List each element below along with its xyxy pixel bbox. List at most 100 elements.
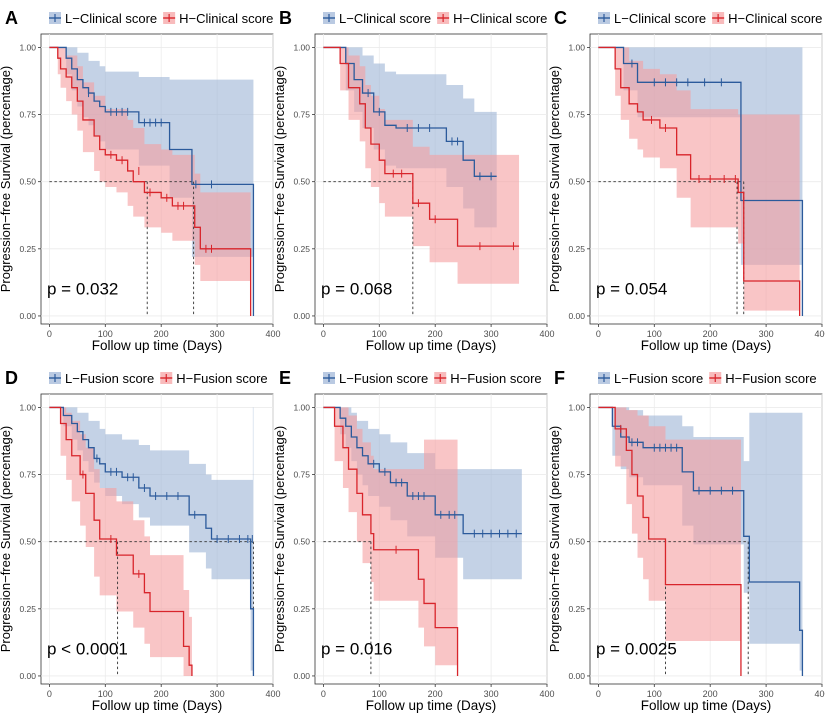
x-tick-label: 400 xyxy=(539,329,554,339)
plot-area xyxy=(323,406,522,676)
legend-label: L−Clinical score xyxy=(65,11,157,26)
p-value-label: p = 0.032 xyxy=(47,279,118,298)
y-tick-label: 0.75 xyxy=(293,110,310,120)
legend-label: H−Clinical score xyxy=(179,11,273,26)
legend-item-low: L−Clinical score xyxy=(49,11,157,26)
panel-letter: E xyxy=(279,368,291,388)
panel-letter: A xyxy=(5,8,18,28)
ci-band-high xyxy=(323,47,520,284)
x-axis-title: Follow up time (Days) xyxy=(641,698,772,713)
survival-curve-low xyxy=(323,46,497,177)
y-axis-title: Progression−free Survival (percentage) xyxy=(0,66,13,293)
x-tick-label: 400 xyxy=(539,689,554,699)
legend: L−Fusion score H−Fusion score xyxy=(598,371,817,386)
x-tick-label: 300 xyxy=(210,329,225,339)
legend-item-high: H−Clinical score xyxy=(712,11,822,26)
y-axis-title: Progression−free Survival (percentage) xyxy=(0,426,13,653)
x-tick-label: 0 xyxy=(47,689,52,699)
x-tick-label: 100 xyxy=(647,329,662,339)
y-tick-label: 0.75 xyxy=(19,110,36,120)
km-panel-b: 0 100 200 300 400 0.00 0.25 0.50 0.75 1.00 Follow … xyxy=(272,8,555,353)
p-value-label: p = 0.068 xyxy=(321,279,392,298)
y-tick-label: 1.00 xyxy=(568,402,585,412)
y-tick-label: 1.00 xyxy=(568,42,585,52)
panel-letter: B xyxy=(279,8,292,28)
x-tick-label: 200 xyxy=(154,689,169,699)
x-tick-label: 0 xyxy=(596,329,601,339)
x-axis-title: Follow up time (Days) xyxy=(92,698,223,713)
legend-label: L−Fusion score xyxy=(339,371,428,386)
y-tick-label: 0.75 xyxy=(568,110,585,120)
survival-curve-high xyxy=(598,406,742,676)
y-tick-label: 0.50 xyxy=(293,537,310,547)
x-tick-label: 400 xyxy=(814,329,825,339)
legend-item-high: H−Fusion score xyxy=(434,371,542,386)
km-panel-c: 0 100 200 300 400 0.00 0.25 0.50 0.75 1.00 Follow … xyxy=(547,8,825,353)
ci-band-low xyxy=(49,407,254,676)
x-tick-label: 0 xyxy=(321,689,326,699)
survival-curve-high xyxy=(598,46,801,316)
survival-curve-low xyxy=(323,406,522,535)
y-tick-label: 0.25 xyxy=(293,604,310,614)
y-tick-label: 1.00 xyxy=(19,42,36,52)
y-tick-label: 0.25 xyxy=(293,244,310,254)
y-tick-label: 0.00 xyxy=(568,311,585,321)
x-tick-label: 200 xyxy=(703,689,718,699)
legend: L−Fusion score H−Fusion score xyxy=(323,371,542,386)
x-tick-label: 100 xyxy=(647,689,662,699)
y-axis-title: Progression−free Survival (percentage) xyxy=(272,426,287,653)
y-tick-label: 0.25 xyxy=(568,604,585,614)
y-tick-label: 0.50 xyxy=(568,537,585,547)
legend-label: L−Clinical score xyxy=(339,11,431,26)
plot-area xyxy=(323,46,520,316)
legend-item-high: H−Fusion score xyxy=(709,371,817,386)
panel-letter: C xyxy=(554,8,567,28)
x-tick-label: 100 xyxy=(98,329,113,339)
x-tick-label: 400 xyxy=(265,689,280,699)
p-value-label: p = 0.054 xyxy=(596,279,667,298)
x-tick-label: 200 xyxy=(428,689,443,699)
survival-curve-high xyxy=(49,406,193,676)
legend-label: H−Fusion score xyxy=(176,371,267,386)
legend-item-low: L−Fusion score xyxy=(323,371,428,386)
legend: L−Fusion score H−Fusion score xyxy=(49,371,268,386)
panel-letter: D xyxy=(5,368,18,388)
x-tick-label: 400 xyxy=(814,689,825,699)
legend: L−Clinical score H−Clinical score xyxy=(598,11,822,26)
y-tick-label: 0.25 xyxy=(19,604,36,614)
legend-item-high: H−Clinical score xyxy=(437,11,547,26)
survival-curve-low xyxy=(49,406,255,676)
legend-item-high: H−Fusion score xyxy=(160,371,268,386)
legend-label: L−Fusion score xyxy=(614,371,703,386)
panel-letter: F xyxy=(554,368,565,388)
survival-curve-high xyxy=(49,46,252,316)
plot-area xyxy=(49,46,255,316)
legend-item-low: L−Clinical score xyxy=(598,11,706,26)
x-tick-label: 100 xyxy=(372,329,387,339)
legend-item-low: L−Fusion score xyxy=(598,371,703,386)
survival-curve-low xyxy=(598,46,804,316)
y-tick-label: 1.00 xyxy=(293,42,310,52)
y-tick-label: 0.75 xyxy=(293,470,310,480)
y-tick-label: 0.00 xyxy=(19,671,36,681)
legend-label: H−Clinical score xyxy=(453,11,547,26)
x-axis-title: Follow up time (Days) xyxy=(92,338,223,353)
x-tick-label: 300 xyxy=(759,689,774,699)
legend-label: L−Clinical score xyxy=(614,11,706,26)
p-value-label: p < 0.0001 xyxy=(47,639,128,658)
km-panel-d: 0 100 200 300 400 0.00 0.25 0.50 0.75 1.00 Follow … xyxy=(0,368,281,713)
y-tick-label: 0.50 xyxy=(19,537,36,547)
y-tick-label: 0.75 xyxy=(568,470,585,480)
y-tick-label: 0.75 xyxy=(19,470,36,480)
x-tick-label: 100 xyxy=(372,689,387,699)
y-tick-label: 0.50 xyxy=(568,177,585,187)
survival-curve-high xyxy=(323,46,520,247)
y-tick-label: 0.50 xyxy=(293,177,310,187)
legend-item-low: L−Fusion score xyxy=(49,371,154,386)
x-tick-label: 300 xyxy=(759,329,774,339)
y-tick-label: 0.00 xyxy=(568,671,585,681)
plot-area xyxy=(49,406,255,676)
p-value-label: p = 0.0025 xyxy=(596,639,677,658)
y-tick-label: 0.25 xyxy=(19,244,36,254)
